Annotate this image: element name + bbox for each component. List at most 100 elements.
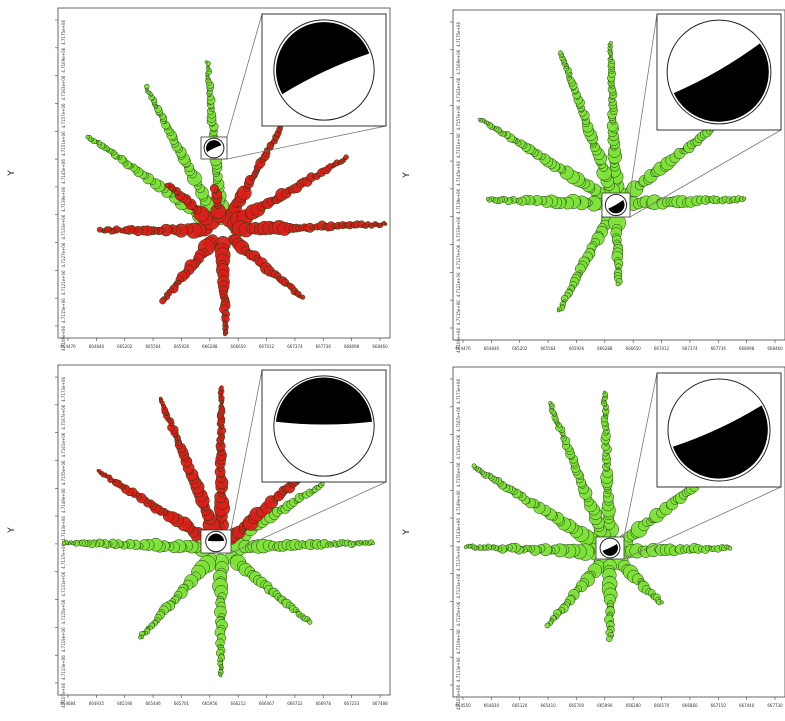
y-tick-label: 4.7149e+06 (456, 490, 461, 515)
data-point (556, 308, 561, 313)
connector-line (226, 125, 387, 160)
panel-top-right: 4.7175e+06 4.7169e+06 4.7163e+06 4.7157e+06… (402, 9, 785, 353)
x-tick-label: 665564 (145, 344, 161, 349)
x-tick-label: 666650 (626, 346, 642, 351)
y-tick-label: 4.7169e+06 (61, 47, 66, 72)
connector-line (629, 129, 782, 218)
x-tick-label: 667736 (711, 346, 727, 351)
x-tick-label: 667233 (344, 701, 360, 706)
x-tick-label: 667440 (739, 703, 755, 708)
data-point (742, 196, 747, 201)
y-tick-label: 4.7109e+06 (456, 328, 461, 353)
x-tick-label: 667012 (654, 346, 670, 351)
x-tick-label: 665564 (540, 346, 556, 351)
data-point (608, 41, 613, 46)
x-tick-label: 664476 (455, 346, 471, 351)
x-tick-label: 667150 (711, 703, 727, 708)
x-tick-label: 667374 (287, 344, 303, 349)
y-tick-label: 4.7113e+06 (456, 657, 461, 682)
y-tick-label: 4.7169e+06 (456, 49, 461, 74)
data-point (223, 332, 227, 337)
x-tick-label: 666467 (259, 701, 275, 706)
x-tick-label: 665990 (597, 703, 613, 708)
y-tick-label: 4.7175e+06 (456, 22, 461, 47)
data-point (606, 635, 613, 643)
y-tick-label: 4.7161e+06 (456, 434, 461, 459)
x-tick-label: 668098 (344, 344, 360, 349)
data-point (204, 60, 208, 64)
data-point (544, 622, 551, 629)
data-point (61, 540, 67, 546)
y-tick-label: 4.7113e+06 (61, 655, 66, 680)
y-tick-label: 4.7119e+06 (456, 629, 461, 654)
data-point (383, 222, 388, 226)
data-point (219, 674, 223, 678)
y-tick-label: 4.7125e+06 (456, 601, 461, 626)
mini-beachball (205, 530, 227, 553)
beachball-compression (206, 140, 222, 152)
y-tick-label: 4.7139e+06 (61, 186, 66, 211)
y-tick-label: 4.7133e+06 (456, 216, 461, 241)
x-tick-label: 665956 (202, 701, 218, 706)
y-tick-label: 4.7119e+06 (61, 627, 66, 652)
data-point (485, 196, 490, 201)
inset-beachball (666, 19, 772, 125)
x-tick-label: 667736 (316, 344, 332, 349)
data-point (615, 281, 621, 287)
inset-beachball (667, 378, 771, 482)
data-point (96, 226, 103, 233)
data-point (209, 183, 219, 194)
x-tick-label: 668098 (739, 346, 755, 351)
connector-line (623, 486, 782, 560)
x-tick-label: 665120 (512, 703, 528, 708)
x-tick-label: 665410 (540, 703, 556, 708)
data-point (159, 297, 166, 305)
y-tick-label: 4.7161e+06 (61, 432, 66, 457)
y-tick-label: 4.7173e+06 (456, 379, 461, 404)
x-tick-label: 664830 (484, 703, 500, 708)
data-point (320, 481, 325, 486)
y-tick-label: 4.7173e+06 (61, 377, 66, 402)
x-tick-label: 665190 (117, 701, 133, 706)
x-tick-label: 667488 (372, 701, 388, 706)
mini-beachball (599, 537, 621, 559)
y-tick-label: 4.7145e+06 (456, 161, 461, 186)
x-tick-label: 664840 (89, 344, 105, 349)
mini-beachball (203, 137, 225, 159)
beachball-compression (602, 544, 618, 556)
connector-line (230, 369, 263, 531)
data-point (219, 385, 224, 390)
data-point (659, 600, 664, 605)
x-tick-label: 667012 (259, 344, 275, 349)
x-tick-label: 668460 (767, 346, 783, 351)
x-tick-label: 666570 (654, 703, 670, 708)
beachball-compression (276, 377, 372, 425)
beachball-compression (275, 22, 370, 95)
x-tick-label: 666860 (682, 703, 698, 708)
x-tick-label: 666288 (597, 346, 613, 351)
y-tick-label: 4.7163e+06 (456, 77, 461, 102)
y-tick-label: 4.7155e+06 (61, 460, 66, 485)
y-tick-label: 4.7125e+06 (61, 599, 66, 624)
x-tick-label: 665926 (569, 346, 585, 351)
y-axis-label: Y (7, 527, 17, 534)
y-tick-label: 4.7115e+06 (456, 300, 461, 325)
x-tick-label: 667374 (682, 346, 698, 351)
y-tick-label: 4.7115e+06 (61, 298, 66, 323)
x-tick-label: 665202 (117, 344, 133, 349)
y-tick-label: 4.7131e+06 (61, 571, 66, 596)
x-tick-label: 664840 (484, 346, 500, 351)
x-tick-label: 666722 (287, 701, 303, 706)
y-tick-label: 4.7175e+06 (61, 20, 66, 45)
connector-line (226, 13, 263, 138)
mini-beachball (604, 193, 628, 217)
data-point (138, 635, 143, 640)
data-point (371, 541, 375, 546)
x-tick-label: 665446 (145, 701, 161, 706)
y-tick-label: 4.7167e+06 (61, 404, 66, 429)
y-tick-label: 4.7163e+06 (61, 75, 66, 100)
data-point (85, 134, 90, 140)
x-tick-label: 664684 (60, 701, 76, 706)
y-tick-label: 4.7151e+06 (61, 131, 66, 156)
